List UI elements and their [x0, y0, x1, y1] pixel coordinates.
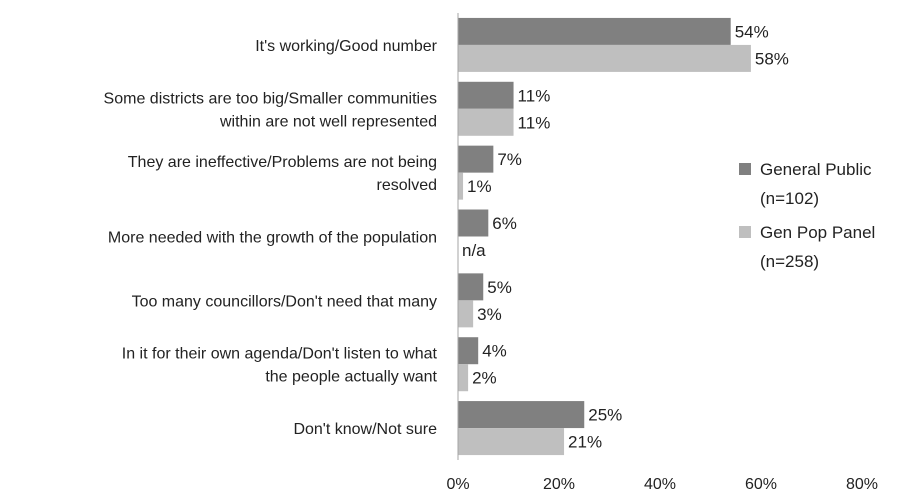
bar-series1-cat7 — [458, 401, 585, 429]
x-tick-label-1: 0% — [446, 476, 469, 493]
data-label-series2-cat5: 3% — [477, 305, 502, 324]
bar-series1-cat1 — [458, 17, 731, 45]
legend-swatch-series2 — [739, 226, 751, 238]
bar-series2-cat6 — [458, 364, 469, 392]
category-label-3-line-1: They are ineffective/Problems are not be… — [128, 154, 437, 171]
bar-series2-cat2 — [458, 108, 514, 136]
data-labels-group: 54% 58% 11% 11% 7% 1%6% n/a5% 3% 4% 2% 25% 21% — [462, 22, 789, 451]
x-tick-label-5: 80% — [846, 476, 878, 493]
x-tick-label-2: 20% — [543, 476, 575, 493]
data-label-series1-cat1: 54% — [735, 22, 769, 41]
bar-series1-cat5 — [458, 273, 484, 301]
category-label-2-line-1: Some districts are too big/Smaller commu… — [104, 90, 437, 107]
legend-label-series1-line-1: General Public — [760, 160, 872, 179]
category-label-6-line-1: In it for their own agenda/Don't listen … — [122, 346, 438, 363]
legend-label-series2-line-1: Gen Pop Panel — [760, 223, 875, 242]
bar-series2-cat5 — [458, 300, 474, 328]
legend-label-series1-line-2: (n=102) — [760, 189, 819, 208]
data-label-series1-cat5: 5% — [487, 278, 512, 297]
category-label-6-line-2: the people actually want — [265, 369, 437, 386]
data-label-series2-cat7: 21% — [568, 433, 602, 452]
category-label-4-line-1: More needed with the growth of the popul… — [108, 230, 437, 247]
legend-label-series2-line-2: (n=258) — [760, 252, 819, 271]
bar-series1-cat2 — [458, 81, 514, 109]
category-label-3-line-2: resolved — [377, 177, 437, 194]
data-label-series1-cat6: 4% — [482, 342, 507, 361]
data-label-series2-cat2: 11% — [518, 113, 551, 132]
data-label-series1-cat4: 6% — [492, 214, 517, 233]
bars-group — [458, 17, 751, 456]
bar-series2-cat3 — [458, 172, 464, 200]
x-tick-label-3: 40% — [644, 476, 676, 493]
data-label-series1-cat7: 25% — [588, 406, 622, 425]
legend-swatch-series1 — [739, 163, 751, 175]
category-labels-group: It's working/Good number Some districts a… — [104, 38, 438, 438]
data-label-series2-cat3: 1% — [467, 177, 492, 196]
bar-series2-cat1 — [458, 44, 751, 72]
x-tick-label-4: 60% — [745, 476, 777, 493]
data-label-series2-cat4: n/a — [462, 241, 486, 260]
bar-series1-cat4 — [458, 209, 489, 237]
category-label-1-line-1: It's working/Good number — [255, 38, 437, 55]
category-label-7-line-1: Don't know/Not sure — [293, 421, 437, 438]
data-label-series1-cat2: 11% — [518, 86, 551, 105]
legend: General Public (n=102) Gen Pop Panel (n=258… — [739, 160, 875, 271]
bar-series2-cat7 — [458, 428, 565, 456]
bar-series1-cat3 — [458, 145, 494, 173]
data-label-series2-cat6: 2% — [472, 369, 497, 388]
bar-series1-cat6 — [458, 337, 479, 365]
data-label-series2-cat1: 58% — [755, 49, 789, 68]
category-label-2-line-2: within are not well represented — [219, 113, 437, 130]
data-label-series1-cat3: 7% — [497, 150, 522, 169]
x-axis-ticks-group: 0% 20% 40% 60% 80% — [446, 476, 878, 493]
category-label-5-line-1: Too many councillors/Don't need that man… — [132, 293, 437, 310]
